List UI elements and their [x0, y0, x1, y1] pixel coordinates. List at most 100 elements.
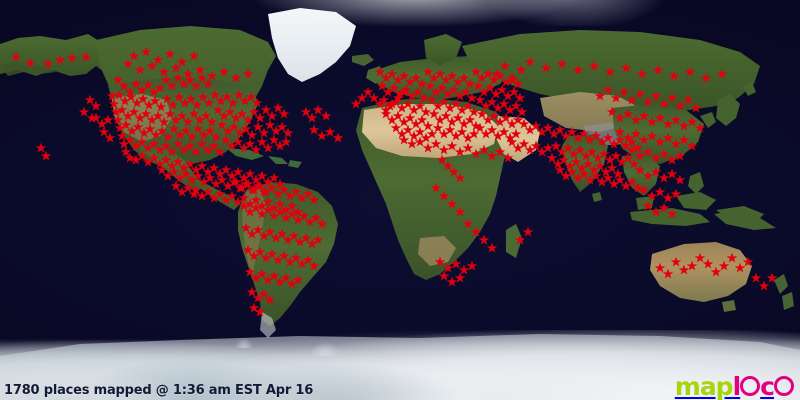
- map-marker: [90, 112, 102, 123]
- map-marker: [192, 170, 204, 181]
- map-marker: [556, 146, 568, 157]
- map-marker: [422, 142, 434, 153]
- map-marker: [227, 97, 239, 108]
- map-marker: [678, 120, 690, 131]
- arctic-ice-layer: [0, 0, 800, 26]
- map-marker: [566, 126, 578, 137]
- antarctic-ice-detail: [0, 354, 800, 400]
- map-marker: [214, 188, 226, 199]
- map-marker: [308, 260, 320, 271]
- map-marker: [226, 190, 238, 201]
- map-marker: [268, 210, 280, 221]
- map-marker: [368, 92, 380, 103]
- map-marker: [392, 92, 404, 103]
- map-marker: [264, 294, 276, 305]
- map-marker: [310, 212, 322, 223]
- map-marker: [670, 114, 682, 125]
- map-marker: [424, 80, 436, 91]
- map-marker: [394, 88, 406, 99]
- map-marker: [380, 108, 392, 119]
- map-marker: [450, 98, 462, 109]
- map-marker: [464, 78, 476, 89]
- map-marker: [554, 164, 566, 175]
- map-marker: [460, 86, 472, 97]
- map-marker: [480, 100, 492, 111]
- map-marker: [238, 142, 250, 153]
- map-marker: [222, 180, 234, 191]
- map-marker: [216, 119, 228, 130]
- map-marker: [238, 172, 250, 183]
- maploco-logo[interactable]: mapl c: [675, 374, 794, 399]
- map-marker: [440, 74, 452, 85]
- map-marker: [248, 302, 260, 313]
- map-marker: [106, 90, 118, 101]
- map-marker: [558, 154, 570, 165]
- map-marker: [406, 138, 418, 149]
- map-marker: [404, 112, 416, 123]
- map-marker: [546, 152, 558, 163]
- map-marker: [172, 156, 184, 167]
- map-marker: [602, 84, 614, 95]
- map-marker: [166, 160, 178, 171]
- map-marker: [666, 92, 678, 103]
- map-marker: [128, 50, 140, 61]
- map-marker: [446, 198, 458, 209]
- map-marker: [506, 118, 518, 129]
- map-marker: [638, 134, 650, 145]
- map-marker: [158, 116, 170, 127]
- map-marker: [572, 172, 584, 183]
- map-marker: [476, 108, 488, 119]
- map-marker: [396, 128, 408, 139]
- map-marker: [384, 100, 396, 111]
- map-marker: [442, 88, 454, 99]
- map-marker: [432, 100, 444, 111]
- map-marker: [480, 128, 492, 139]
- map-marker: [182, 182, 194, 193]
- map-marker: [604, 66, 616, 77]
- map-marker: [666, 168, 678, 179]
- map-marker: [268, 270, 280, 281]
- map-marker: [242, 244, 254, 255]
- map-marker: [658, 148, 670, 159]
- map-marker: [430, 182, 442, 193]
- map-marker: [258, 186, 270, 197]
- map-marker: [234, 182, 246, 193]
- map-marker: [726, 252, 738, 263]
- map-marker: [274, 178, 286, 189]
- map-marker: [396, 102, 408, 113]
- map-marker: [462, 218, 474, 229]
- map-marker: [420, 132, 432, 143]
- map-marker: [650, 152, 662, 163]
- map-marker: [414, 126, 426, 137]
- map-marker: [638, 110, 650, 121]
- map-marker: [491, 68, 503, 79]
- map-marker: [264, 119, 276, 130]
- map-marker: [612, 168, 624, 179]
- map-marker: [202, 186, 214, 197]
- map-marker: [252, 121, 264, 132]
- map-marker: [166, 146, 178, 157]
- map-marker: [524, 56, 536, 67]
- map-marker: [478, 86, 490, 97]
- map-marker: [374, 66, 386, 77]
- map-marker: [448, 166, 460, 177]
- map-marker: [518, 138, 530, 149]
- map-marker: [108, 98, 120, 109]
- map-marker: [288, 230, 300, 241]
- map-marker: [230, 112, 242, 123]
- map-marker: [118, 80, 130, 91]
- map-marker: [306, 238, 318, 249]
- map-marker: [620, 62, 632, 73]
- map-marker: [186, 131, 198, 142]
- map-marker: [472, 80, 484, 91]
- map-marker: [290, 252, 302, 263]
- map-marker: [498, 126, 510, 137]
- map-marker: [140, 108, 152, 119]
- map-marker: [426, 94, 438, 105]
- map-marker: [266, 182, 278, 193]
- map-marker: [188, 108, 200, 119]
- map-marker: [494, 146, 506, 157]
- map-marker: [398, 116, 410, 127]
